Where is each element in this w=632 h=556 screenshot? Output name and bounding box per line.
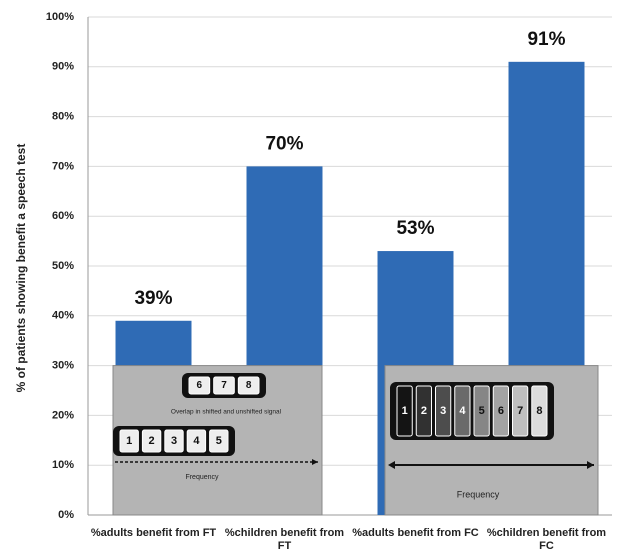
inset-axis-label: Frequency	[185, 474, 219, 481]
x-tick-label: %adults benefit from FT	[91, 527, 217, 539]
digit-box	[473, 385, 490, 437]
digit-box	[435, 385, 452, 437]
digit-box	[164, 429, 184, 453]
inset-overlays: 6 7 8 Overlap in shifted and unshifted sign…	[112, 365, 599, 516]
x-tick-label: %children benefit from FC	[487, 527, 606, 552]
digit-box	[186, 429, 207, 453]
digit-label: 2	[149, 435, 155, 447]
x-tick-label-line: %adults benefit from FC	[352, 527, 479, 539]
digit-box	[396, 385, 413, 437]
y-tick-label: 80%	[52, 111, 74, 123]
digit-label: 8	[536, 405, 542, 417]
y-tick-label: 90%	[52, 61, 74, 73]
digit-label: 8	[246, 380, 252, 391]
x-tick-label-line: %children benefit from	[487, 527, 606, 539]
digit-label: 4	[193, 435, 200, 447]
digit-box	[512, 385, 529, 437]
digit-strip	[390, 382, 554, 440]
digit-box	[531, 385, 548, 437]
digit-box	[213, 376, 235, 395]
digit-box	[492, 385, 509, 437]
y-tick-label: 20%	[52, 409, 74, 421]
digit-box	[141, 429, 162, 453]
digit-label: 2	[421, 405, 427, 417]
digit-label: 3	[171, 435, 177, 447]
digit-box	[415, 385, 432, 437]
digit-box	[188, 376, 211, 395]
y-tick-label: 50%	[52, 260, 74, 272]
data-label: 39%	[134, 288, 172, 309]
inset-axis-label: Frequency	[457, 489, 500, 499]
y-tick-label: 30%	[52, 360, 74, 372]
digit-label: 4	[459, 405, 466, 417]
y-tick-label: 60%	[52, 210, 74, 222]
data-label: 91%	[527, 29, 565, 50]
y-tick-label: 10%	[52, 459, 74, 471]
digit-box	[237, 376, 260, 395]
digit-box	[454, 385, 471, 437]
arrow-head	[388, 461, 395, 469]
digit-label: 7	[517, 405, 523, 417]
y-tick-label: 40%	[52, 310, 74, 322]
data-label: 70%	[265, 133, 303, 154]
x-tick-label: %adults benefit from FC	[352, 527, 479, 539]
digit-label: 1	[402, 405, 408, 417]
digit-box	[209, 429, 229, 453]
digit-label: 5	[479, 405, 485, 417]
digit-label: 6	[197, 380, 203, 391]
x-tick-label-line: %children benefit from	[225, 527, 344, 539]
y-tick-label: 100%	[46, 11, 74, 23]
digit-label: 6	[498, 405, 504, 417]
y-tick-label: 70%	[52, 160, 74, 172]
digit-label: 7	[221, 380, 227, 391]
digit-label: 3	[440, 405, 446, 417]
y-tick-label: 0%	[58, 509, 74, 521]
digit-label: 1	[126, 435, 132, 447]
digit-label: 5	[216, 435, 222, 447]
inset-overlap-label: Overlap in shifted and unshifted signal	[171, 409, 282, 416]
data-label: 53%	[396, 218, 434, 239]
y-axis-label: % of patients showing benefit a speech t…	[14, 144, 28, 393]
x-tick-label: %children benefit from FT	[225, 527, 344, 552]
x-tick-label-line: FT	[278, 540, 292, 552]
arrow-head	[312, 459, 318, 465]
digit-box	[119, 429, 139, 453]
x-tick-label-line: %adults benefit from FT	[91, 527, 217, 539]
arrow-head	[587, 461, 594, 469]
x-tick-label-line: FC	[539, 540, 554, 552]
